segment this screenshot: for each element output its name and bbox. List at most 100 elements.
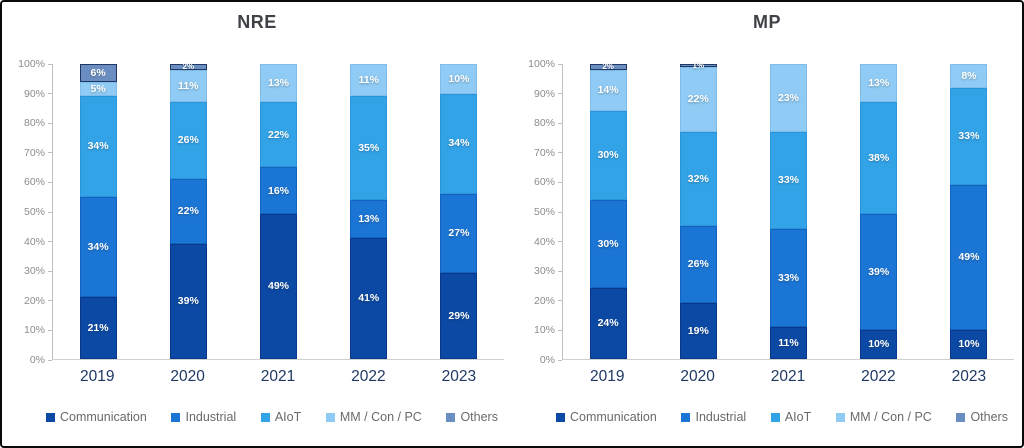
data-label: 1% (692, 60, 705, 70)
segment-others: 6% (79, 64, 117, 82)
y-tick-label: 10% (533, 324, 555, 337)
data-label: 29% (448, 309, 470, 322)
segment-industrial: 39% (860, 214, 898, 330)
stacked-bar-2021: 49% 16% 22% 13% (260, 64, 297, 359)
y-tick: 50% (534, 206, 562, 218)
segment-communication: 41% (350, 238, 388, 359)
y-tick: 80% (534, 117, 562, 129)
data-label: 33% (777, 271, 799, 284)
y-tick-label: 20% (533, 294, 555, 307)
y-tick-mark (558, 152, 562, 154)
segment-aiot: 34% (440, 93, 478, 194)
stacked-bar-2019: 24% 30% 30% 14% 2% (589, 62, 627, 359)
y-tick: 100% (528, 58, 562, 70)
y-tick: 0% (540, 354, 562, 366)
y-tick: 60% (24, 176, 52, 188)
y-tick-label: 40% (533, 235, 555, 248)
legend-label: Communication (60, 410, 147, 424)
chart-nre: NRE 100% 90% 80% 70% 60% 50% 40% 30% 20% 10% 0% 21… (2, 2, 512, 446)
stacked-bar-2023: 29% 27% 34% 10% (440, 64, 478, 359)
stacked-bar-2022: 10% 39% 38% 13% (860, 64, 898, 359)
category-label-2023: 2023 (951, 368, 987, 385)
chart-mp: MP 100% 90% 80% 70% 60% 50% 40% 30% 20% 10% 0% 24%… (512, 2, 1022, 446)
legend-label: Others (460, 410, 498, 424)
y-tick: 60% (534, 176, 562, 188)
y-tick-mark (558, 329, 562, 331)
y-tick-mark (48, 181, 52, 183)
stacked-bar-2022: 41% 13% 35% 11% (350, 64, 388, 359)
segment-mm-con-pc: 23% (770, 64, 807, 132)
y-tick: 40% (534, 236, 562, 248)
y-tick-mark (48, 329, 52, 331)
segment-industrial: 16% (260, 167, 297, 215)
y-tick-mark (48, 63, 52, 65)
plot-row: 100% 90% 80% 70% 60% 50% 40% 30% 20% 10% 0% 21% 34%… (2, 58, 512, 366)
stacked-bar-2023: 10% 49% 33% 8% (950, 64, 988, 359)
legend: Communication Industrial AIoT MM / Con / PC… (512, 394, 1022, 446)
y-tick-mark (558, 359, 562, 361)
y-tick-mark (48, 300, 52, 302)
category-label-2019: 2019 (79, 368, 115, 385)
segment-industrial: 49% (950, 184, 988, 330)
y-tick-mark (558, 63, 562, 65)
legend-marker-communication (46, 412, 55, 422)
plot-area: 21% 34% 34% 5% 6% 39% 22% 26% 11% 2% 49% 16% 22% 13% 4… (52, 62, 504, 360)
data-label: 39% (868, 265, 890, 278)
data-label: 6% (90, 66, 106, 79)
y-tick-label: 30% (533, 265, 555, 278)
y-tick-mark (48, 93, 52, 95)
category-label-2022: 2022 (351, 368, 386, 385)
y-tick-label: 90% (23, 87, 45, 100)
data-label: 39% (177, 295, 199, 308)
y-tick: 30% (534, 265, 562, 277)
y-tick-label: 70% (533, 146, 555, 159)
data-label: 33% (958, 130, 980, 143)
y-tick-label: 0% (29, 354, 45, 366)
segment-aiot: 30% (589, 111, 627, 200)
category-label-2021: 2021 (260, 368, 296, 385)
data-label: 33% (777, 174, 799, 187)
data-label: 13% (267, 76, 289, 89)
y-tick: 20% (534, 295, 562, 307)
bar-slot-2022: 10% 39% 38% 13% (834, 64, 924, 359)
y-tick-label: 50% (533, 206, 555, 218)
data-label: 19% (687, 324, 709, 337)
y-tick-label: 70% (23, 146, 45, 159)
legend: Communication Industrial AIoT MM / Con / PC… (2, 394, 512, 446)
data-label: 24% (597, 317, 619, 330)
data-label: 2% (182, 62, 195, 71)
bar-slot-2023: 10% 49% 33% 8% (924, 64, 1014, 359)
legend-marker-mm-con-pc (835, 412, 845, 422)
legend-marker-industrial (171, 412, 181, 422)
bar-slot-2022: 41% 13% 35% 11% (324, 64, 414, 359)
segment-aiot: 26% (169, 102, 207, 180)
data-label: 11% (358, 74, 379, 86)
y-tick: 80% (24, 117, 52, 129)
segment-mm-con-pc: 13% (260, 64, 297, 103)
data-label: 14% (597, 84, 619, 97)
legend-marker-aiot (260, 412, 270, 422)
segment-communication: 24% (589, 288, 627, 359)
y-tick-mark (558, 241, 562, 243)
segment-aiot: 33% (950, 87, 988, 185)
category-label-2019: 2019 (589, 368, 625, 385)
y-tick-mark (558, 300, 562, 302)
data-label: 21% (87, 321, 109, 334)
y-axis: 100% 90% 80% 70% 60% 50% 40% 30% 20% 10% 0% (512, 58, 562, 366)
chart-title-mp: MP (753, 12, 781, 32)
stacked-bar-2020: 19% 26% 32% 22% 1% (679, 60, 717, 359)
data-label: 41% (358, 292, 380, 305)
bar-slot-2021: 49% 16% 22% 13% (233, 64, 323, 359)
segment-communication: 19% (679, 302, 717, 359)
data-label: 22% (267, 128, 289, 141)
y-tick-label: 50% (23, 206, 45, 218)
data-label: 22% (687, 93, 709, 106)
y-tick-label: 0% (539, 354, 555, 366)
segment-mm-con-pc: 14% (589, 69, 627, 112)
y-tick-label: 40% (23, 235, 45, 248)
data-label: 11% (178, 79, 199, 92)
segment-communication: 11% (770, 326, 807, 359)
y-tick-mark (558, 211, 562, 213)
data-label: 10% (958, 338, 980, 350)
